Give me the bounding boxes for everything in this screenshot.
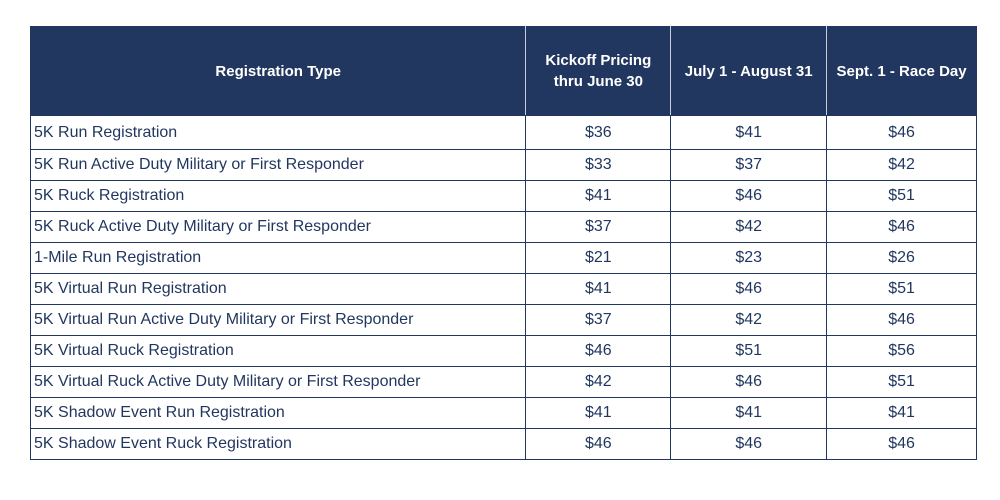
price-cell: $51	[826, 273, 977, 305]
registration-type-cell: 5K Run Active Duty Military or First Res…	[29, 149, 527, 181]
price-cell: $37	[525, 304, 672, 336]
price-cell: $21	[525, 242, 672, 274]
price-cell: $46	[826, 304, 977, 336]
price-cell: $37	[525, 211, 672, 243]
registration-type-cell: 1-Mile Run Registration	[29, 242, 527, 274]
header-kickoff-pricing: Kickoff Pricing thru June 30	[525, 26, 672, 116]
header-registration-type: Registration Type	[29, 26, 527, 116]
price-cell: $51	[670, 335, 828, 367]
price-cell: $33	[525, 149, 672, 181]
table-row: 5K Ruck Registration $41 $46 $51	[29, 180, 977, 212]
price-cell: $56	[826, 335, 977, 367]
header-sept-race-day: Sept. 1 - Race Day	[826, 26, 977, 116]
price-cell: $46	[670, 180, 828, 212]
table-row: 5K Virtual Run Active Duty Military or F…	[29, 304, 977, 336]
price-cell: $51	[826, 366, 977, 398]
registration-type-cell: 5K Run Registration	[29, 115, 527, 150]
registration-type-cell: 5K Ruck Active Duty Military or First Re…	[29, 211, 527, 243]
table-row: 5K Run Registration $36 $41 $46	[29, 115, 977, 150]
registration-type-cell: 5K Ruck Registration	[29, 180, 527, 212]
price-cell: $23	[670, 242, 828, 274]
registration-type-cell: 5K Shadow Event Run Registration	[29, 397, 527, 429]
price-cell: $51	[826, 180, 977, 212]
price-cell: $41	[525, 180, 672, 212]
price-cell: $42	[525, 366, 672, 398]
price-cell: $41	[826, 397, 977, 429]
registration-type-cell: 5K Shadow Event Ruck Registration	[29, 428, 527, 460]
header-row: Registration Type Kickoff Pricing thru J…	[29, 26, 977, 116]
table-row: 1-Mile Run Registration $21 $23 $26	[29, 242, 977, 274]
table-row: 5K Virtual Run Registration $41 $46 $51	[29, 273, 977, 305]
price-cell: $41	[525, 397, 672, 429]
table-row: 5K Virtual Ruck Active Duty Military or …	[29, 366, 977, 398]
pricing-table: Registration Type Kickoff Pricing thru J…	[29, 26, 977, 460]
price-cell: $36	[525, 115, 672, 150]
registration-type-cell: 5K Virtual Run Active Duty Military or F…	[29, 304, 527, 336]
price-cell: $41	[525, 273, 672, 305]
price-cell: $46	[670, 273, 828, 305]
price-cell: $42	[670, 304, 828, 336]
price-cell: $26	[826, 242, 977, 274]
table-row: 5K Virtual Ruck Registration $46 $51 $56	[29, 335, 977, 367]
price-cell: $41	[670, 115, 828, 150]
price-cell: $37	[670, 149, 828, 181]
price-cell: $46	[826, 115, 977, 150]
header-july-august: July 1 - August 31	[670, 26, 828, 116]
registration-type-cell: 5K Virtual Run Registration	[29, 273, 527, 305]
price-cell: $42	[670, 211, 828, 243]
table-row: 5K Shadow Event Ruck Registration $46 $46 $…	[29, 428, 977, 460]
table-row: 5K Ruck Active Duty Military or First Re…	[29, 211, 977, 243]
price-cell: $42	[826, 149, 977, 181]
registration-type-cell: 5K Virtual Ruck Registration	[29, 335, 527, 367]
table-row: 5K Run Active Duty Military or First Res…	[29, 149, 977, 181]
price-cell: $46	[670, 366, 828, 398]
price-cell: $41	[670, 397, 828, 429]
price-cell: $46	[525, 335, 672, 367]
price-cell: $46	[826, 428, 977, 460]
table-row: 5K Shadow Event Run Registration $41 $41 $4…	[29, 397, 977, 429]
price-cell: $46	[670, 428, 828, 460]
price-cell: $46	[826, 211, 977, 243]
registration-type-cell: 5K Virtual Ruck Active Duty Military or …	[29, 366, 527, 398]
price-cell: $46	[525, 428, 672, 460]
